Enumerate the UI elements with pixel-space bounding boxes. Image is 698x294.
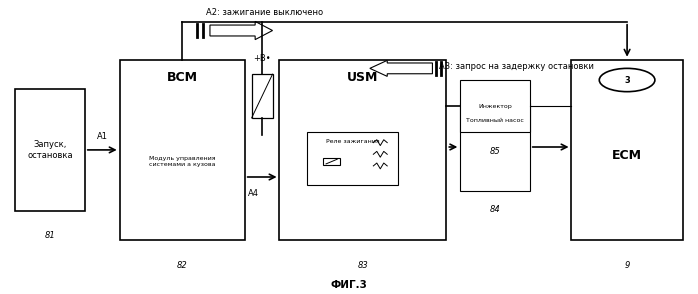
Text: Запуск,
остановка: Запуск, остановка [27,140,73,160]
Text: Модуль управления
системами а кузова: Модуль управления системами а кузова [149,156,216,167]
Text: А3: запрос на задержку остановки: А3: запрос на задержку остановки [439,62,594,71]
Text: 81: 81 [45,231,55,240]
FancyBboxPatch shape [460,103,530,191]
FancyBboxPatch shape [119,60,245,240]
Text: 3: 3 [624,76,630,84]
Text: ECM: ECM [612,149,642,162]
Text: BCM: BCM [167,71,198,83]
Text: Инжектор: Инжектор [478,104,512,109]
FancyBboxPatch shape [323,158,340,165]
FancyBboxPatch shape [279,60,446,240]
Text: 83: 83 [357,260,369,270]
Text: +В•: +В• [253,54,271,63]
FancyBboxPatch shape [460,80,530,132]
FancyBboxPatch shape [252,74,272,118]
Text: ФИГ.3: ФИГ.3 [331,280,367,290]
Text: А2: зажигание выключено: А2: зажигание выключено [207,9,324,17]
FancyArrow shape [370,60,433,76]
FancyArrow shape [210,21,272,40]
Text: 84: 84 [489,205,500,214]
FancyBboxPatch shape [307,132,398,185]
FancyBboxPatch shape [572,60,683,240]
Text: USM: USM [347,71,378,83]
Text: Топливный насос: Топливный насос [466,118,524,123]
Text: Реле зажигания: Реле зажигания [326,139,379,144]
Text: 82: 82 [177,260,188,270]
Text: А4: А4 [248,189,259,198]
Text: 9: 9 [625,260,630,270]
Text: A1: A1 [97,132,107,141]
Text: 85: 85 [489,147,500,156]
FancyBboxPatch shape [15,89,85,211]
